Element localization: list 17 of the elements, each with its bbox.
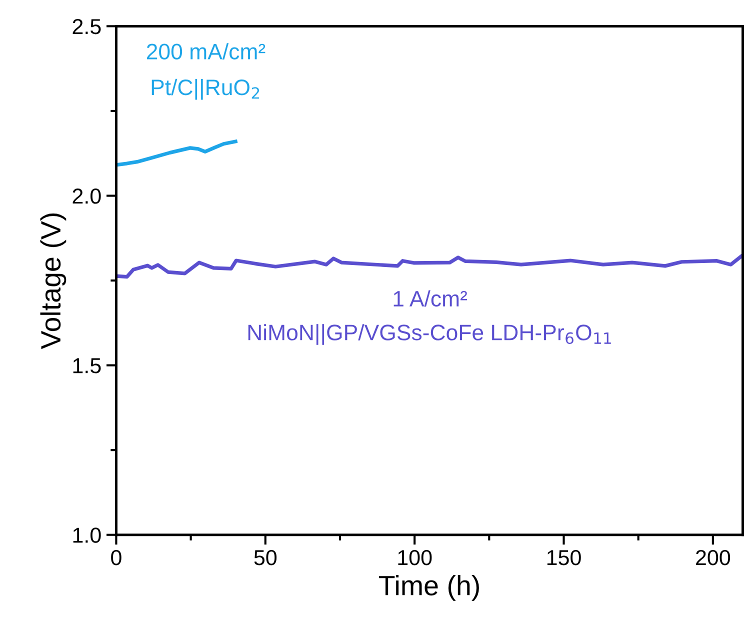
annotation: Pt/C||RuO$_{2}$ [152, 78, 260, 100]
y-tick-label: 1.0 [73, 528, 101, 543]
y-tick-label: 2.5 [72, 18, 101, 34]
line-series [116, 140, 238, 167]
y-tick-label: 1.5 [73, 358, 101, 374]
x-axis-title: Time (h) [378, 575, 479, 601]
x-tick-label: 50 [254, 550, 277, 566]
y-axis-title: Voltage (V) [40, 214, 66, 350]
x-tick-label: 150 [547, 550, 581, 566]
line-series [116, 253, 743, 279]
x-tick-label: 100 [398, 550, 432, 566]
annotation: NiMoN||GP/VGSs-CoFe LDH-Pr$_{6}$O$_{11}$ [248, 324, 611, 345]
annotation: 1 A/cm² [394, 290, 468, 307]
y-tick-label: 2.0 [72, 188, 101, 204]
annotation: 200 mA/cm² [146, 43, 266, 60]
x-tick-label: 200 [696, 550, 730, 566]
x-tick-label: 0 [111, 550, 122, 566]
